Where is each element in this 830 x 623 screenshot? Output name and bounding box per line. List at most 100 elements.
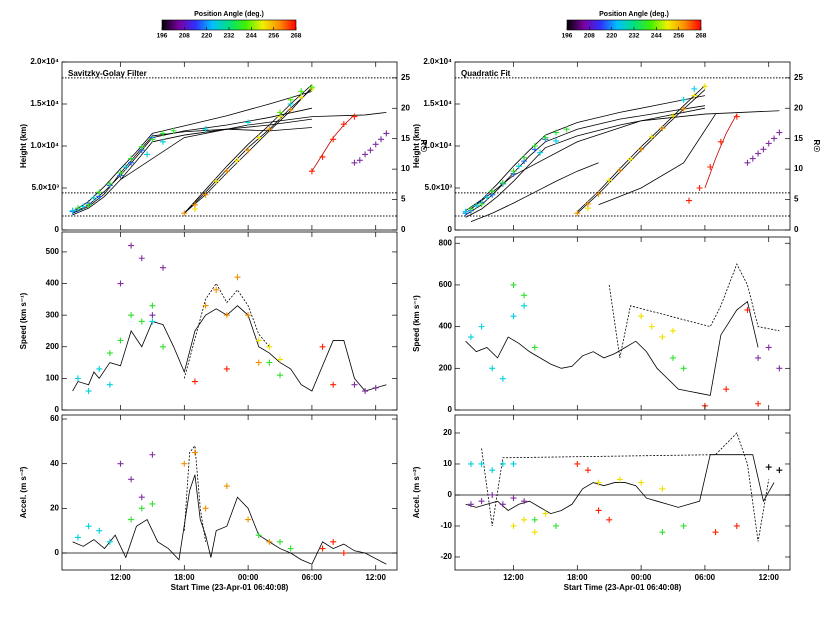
x-axis-label: Start Time (23-Apr-01 06:40:08) (171, 583, 289, 592)
plot-area (455, 432, 790, 542)
point (776, 365, 783, 372)
y2-tick-label: 25 (401, 73, 410, 82)
y-axis-label: Accel. (m s⁻²) (19, 466, 28, 518)
point (149, 451, 156, 458)
point (308, 168, 315, 175)
point (213, 178, 220, 185)
point (223, 312, 230, 319)
y-tick-label: 0 (448, 225, 453, 234)
y-tick-label: 500 (46, 247, 60, 256)
y-tick-label: 0 (55, 405, 60, 414)
colorbar-title: Position Angle (deg.) (194, 11, 264, 18)
y-tick-label: 600 (439, 280, 453, 289)
point (74, 534, 81, 541)
colorbar-tick-label: 220 (606, 33, 617, 40)
plot-area (465, 263, 783, 409)
point (308, 84, 315, 91)
line (470, 110, 780, 210)
colorbar-tick-label: 244 (246, 33, 257, 40)
point (616, 167, 623, 174)
point (531, 529, 538, 536)
point (638, 479, 645, 486)
point (149, 312, 156, 319)
point (776, 467, 783, 474)
y-tick-label: 20 (443, 428, 452, 437)
point (521, 498, 528, 505)
point (170, 127, 177, 134)
y-axis-label: Height (km) (412, 124, 421, 168)
line (183, 282, 270, 379)
y-tick-label: 200 (439, 363, 453, 372)
point (191, 378, 198, 385)
point (521, 302, 528, 309)
point (85, 523, 92, 530)
y-tick-label: 40 (50, 459, 59, 468)
y-tick-label: 800 (439, 238, 453, 247)
point (499, 375, 506, 382)
point (117, 280, 124, 287)
point (255, 359, 262, 366)
x-axis-label: Start Time (23-Apr-01 06:40:08) (564, 583, 682, 592)
line (72, 127, 312, 214)
point (202, 191, 209, 198)
point (478, 200, 485, 207)
point (499, 501, 506, 508)
point (128, 476, 135, 483)
y-axis-label: Speed (km s⁻¹) (412, 295, 421, 352)
colorbar-tick-label: 232 (224, 33, 235, 40)
y-tick-label: 0 (55, 225, 60, 234)
point (680, 106, 687, 113)
point (277, 109, 284, 116)
colorbar-tick-label: 232 (629, 33, 640, 40)
point (128, 155, 135, 162)
point (160, 343, 167, 350)
point (478, 323, 485, 330)
point (489, 188, 496, 195)
point (255, 532, 262, 539)
point (372, 384, 379, 391)
point (266, 343, 273, 350)
point (638, 313, 645, 320)
point (138, 255, 145, 262)
point (367, 147, 374, 154)
colorbar-tick-label: 268 (291, 33, 302, 40)
point (181, 210, 188, 217)
y2-tick-label: 25 (794, 73, 803, 82)
point (80, 203, 87, 210)
point (606, 516, 613, 523)
point (680, 96, 687, 103)
line (72, 91, 313, 212)
frame (454, 236, 791, 411)
point (117, 169, 124, 176)
point (255, 134, 262, 141)
line (704, 113, 738, 189)
point (202, 126, 209, 133)
point (696, 185, 703, 191)
point (701, 83, 708, 90)
y-tick-label: -20 (440, 552, 452, 561)
point (138, 505, 145, 512)
point (383, 130, 390, 137)
point (584, 467, 591, 474)
x-tick-label: 00:00 (238, 573, 259, 582)
y-tick-label: 1.5×10⁴ (30, 99, 59, 108)
y-tick-label: 400 (439, 322, 453, 331)
y-axis-label: Accel. (m s⁻²) (412, 466, 421, 518)
y2-axis-label: R☉ (419, 140, 428, 153)
point (574, 210, 581, 217)
y-tick-label: 10 (443, 459, 452, 468)
line (465, 105, 705, 216)
point (340, 121, 347, 128)
point (489, 491, 496, 498)
y-tick-label: 400 (46, 279, 60, 288)
colorbar-title: Position Angle (deg.) (599, 11, 669, 18)
point (531, 516, 538, 523)
line (608, 263, 780, 358)
point (542, 510, 549, 517)
y-tick-label: 1.0×10⁴ (30, 141, 59, 150)
plot-area (62, 444, 397, 565)
point (362, 151, 369, 158)
point (473, 202, 480, 209)
frame (454, 61, 791, 231)
point (765, 344, 772, 351)
